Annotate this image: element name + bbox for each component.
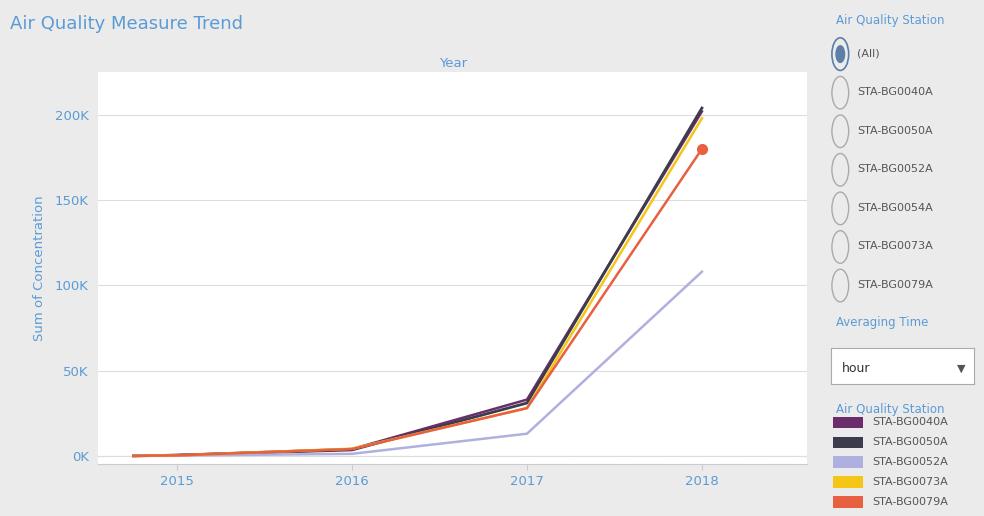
Text: Air Quality Measure Trend: Air Quality Measure Trend (10, 15, 243, 34)
Text: STA-BG0052A: STA-BG0052A (873, 457, 948, 467)
Text: Averaging Time: Averaging Time (835, 316, 928, 329)
Text: STA-BG0052A: STA-BG0052A (857, 164, 933, 174)
Text: STA-BG0073A: STA-BG0073A (857, 241, 933, 251)
Y-axis label: Sum of Concentration: Sum of Concentration (33, 196, 46, 341)
Text: (All): (All) (857, 49, 880, 59)
Text: Air Quality Station: Air Quality Station (835, 403, 945, 416)
FancyBboxPatch shape (832, 437, 863, 447)
X-axis label: Year: Year (439, 57, 466, 70)
Text: Air Quality Station: Air Quality Station (835, 14, 945, 27)
Text: STA-BG0050A: STA-BG0050A (873, 437, 948, 447)
Text: STA-BG0079A: STA-BG0079A (873, 497, 949, 507)
FancyBboxPatch shape (832, 496, 863, 508)
Text: STA-BG0079A: STA-BG0079A (857, 280, 933, 290)
Text: STA-BG0073A: STA-BG0073A (873, 477, 948, 487)
FancyBboxPatch shape (832, 457, 863, 467)
Circle shape (836, 46, 844, 62)
Text: hour: hour (841, 362, 870, 375)
Text: ▼: ▼ (957, 363, 965, 373)
Text: STA-BG0050A: STA-BG0050A (857, 126, 933, 136)
Text: STA-BG0040A: STA-BG0040A (873, 417, 948, 427)
Text: STA-BG0054A: STA-BG0054A (857, 203, 933, 213)
FancyBboxPatch shape (832, 416, 863, 428)
FancyBboxPatch shape (832, 476, 863, 488)
Text: STA-BG0040A: STA-BG0040A (857, 87, 933, 97)
